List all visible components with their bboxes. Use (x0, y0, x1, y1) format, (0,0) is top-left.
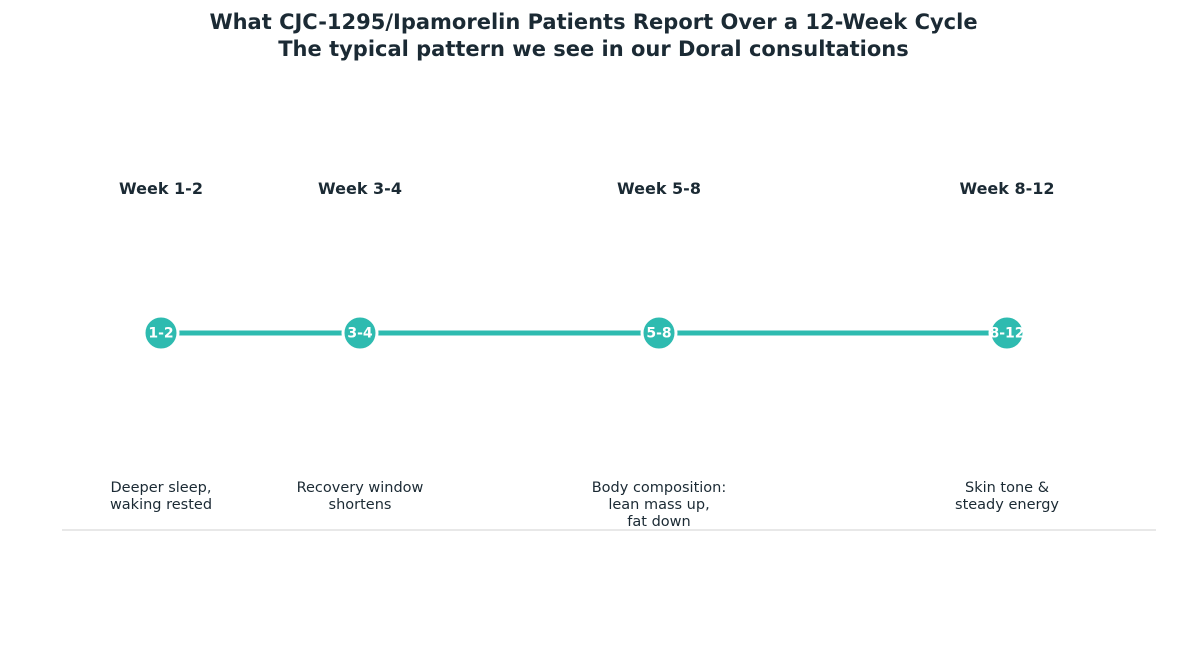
week-label-4: Week 8-12 (959, 179, 1055, 198)
diagram-subtitle: The typical pattern we see in our Doral … (278, 37, 909, 61)
marker-label-3: 5-8 (646, 326, 671, 342)
diagram-title: What CJC-1295/Ipamorelin Patients Report… (209, 10, 978, 34)
milestone-description-1: Deeper sleep, waking rested (109, 480, 213, 513)
marker-label-4: 8-12 (989, 326, 1024, 342)
milestone-description-2: Recovery window shortens (296, 480, 424, 513)
week-label-3: Week 5-8 (617, 179, 701, 198)
milestone-description-3: Body composition: lean mass up, fat down (591, 480, 727, 530)
week-label-2: Week 3-4 (318, 179, 402, 198)
marker-label-2: 3-4 (347, 326, 373, 342)
milestone-marker-4: 8-12 (988, 314, 1026, 352)
milestone-marker-2: 3-4 (341, 314, 379, 352)
milestone-marker-1: 1-2 (142, 314, 180, 352)
marker-label-1: 1-2 (148, 326, 173, 342)
milestone-marker-3: 5-8 (640, 314, 678, 352)
milestone-description-4: Skin tone & steady energy (955, 480, 1059, 513)
week-label-1: Week 1-2 (119, 179, 203, 198)
